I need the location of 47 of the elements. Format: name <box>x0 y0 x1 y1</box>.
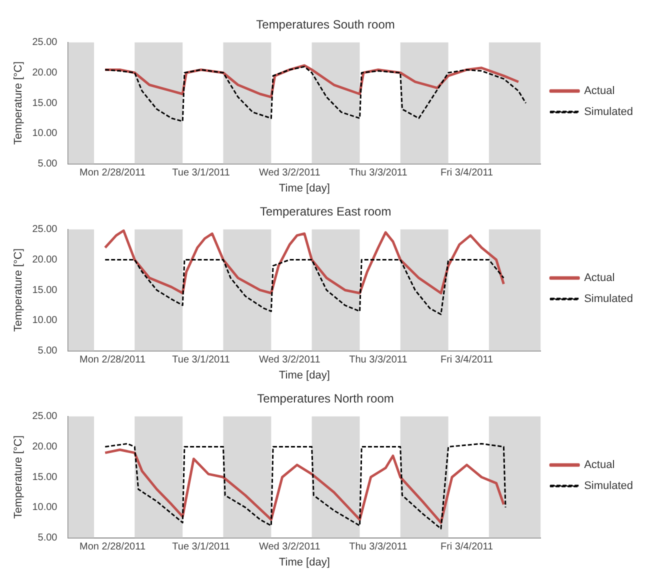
x-tick-label: Tue 3/1/2011 <box>172 542 230 553</box>
x-tick-label: Tue 3/1/2011 <box>172 354 230 366</box>
chart-title: Temperatures East room <box>260 204 392 219</box>
y-tick-label: 25.00 <box>32 411 58 422</box>
x-axis-title: Time [day] <box>278 369 330 382</box>
x-tick-label: Mon 2/28/2011 <box>80 542 146 553</box>
y-tick-label: 15.00 <box>32 472 58 483</box>
x-tick-label: Wed 3/2/2011 <box>258 354 321 366</box>
y-tick-label: 15.00 <box>32 98 58 109</box>
x-tick-label: Mon 2/28/2011 <box>80 354 146 366</box>
y-tick-label: 25.00 <box>32 37 58 48</box>
x-tick-label: Fri 3/4/2011 <box>440 168 494 179</box>
y-tick-label: 10.00 <box>32 315 58 326</box>
y-tick-label: 20.00 <box>32 68 58 78</box>
legend-label: Simulated <box>584 106 634 118</box>
legend-label: Actual <box>584 85 615 98</box>
x-tick-label: Tue 3/1/2011 <box>172 168 230 179</box>
y-tick-label: 20.00 <box>32 254 58 266</box>
x-axis-title: Time [day] <box>278 556 330 568</box>
line-series <box>104 66 527 122</box>
line-series <box>104 259 504 316</box>
chart-title: Temperatures South room <box>256 18 395 32</box>
x-tick-label: Fri 3/4/2011 <box>440 354 494 366</box>
y-tick-label: 15.00 <box>32 284 58 296</box>
y-axis-title: Temperature [°C] <box>12 248 25 332</box>
x-axis-title: Time [day] <box>278 182 330 194</box>
legend-label: Simulated <box>584 293 634 306</box>
chart-title: Temperatures North room <box>257 392 394 406</box>
y-tick-label: 20.00 <box>32 442 58 452</box>
legend-label: Simulated <box>584 480 634 492</box>
x-tick-label: Wed 3/2/2011 <box>258 542 321 553</box>
y-tick-label: 5.00 <box>38 532 58 544</box>
x-tick-label: Thu 3/3/2011 <box>349 542 408 553</box>
y-tick-label: 5.00 <box>38 346 58 357</box>
x-tick-label: Thu 3/3/2011 <box>349 354 408 366</box>
y-tick-label: 10.00 <box>32 128 58 140</box>
x-tick-label: Fri 3/4/2011 <box>440 542 494 553</box>
y-tick-label: 5.00 <box>38 158 58 170</box>
x-tick-label: Wed 3/2/2011 <box>258 168 321 179</box>
legend-label: Actual <box>584 459 615 472</box>
x-tick-label: Mon 2/28/2011 <box>80 168 146 179</box>
y-axis-title: Temperature [°C] <box>12 61 25 145</box>
y-tick-label: 10.00 <box>32 502 58 514</box>
y-tick-label: 25.00 <box>32 224 58 236</box>
y-axis-title: Temperature [°C] <box>12 435 25 519</box>
x-tick-label: Thu 3/3/2011 <box>349 168 408 179</box>
legend-label: Actual <box>584 272 615 284</box>
